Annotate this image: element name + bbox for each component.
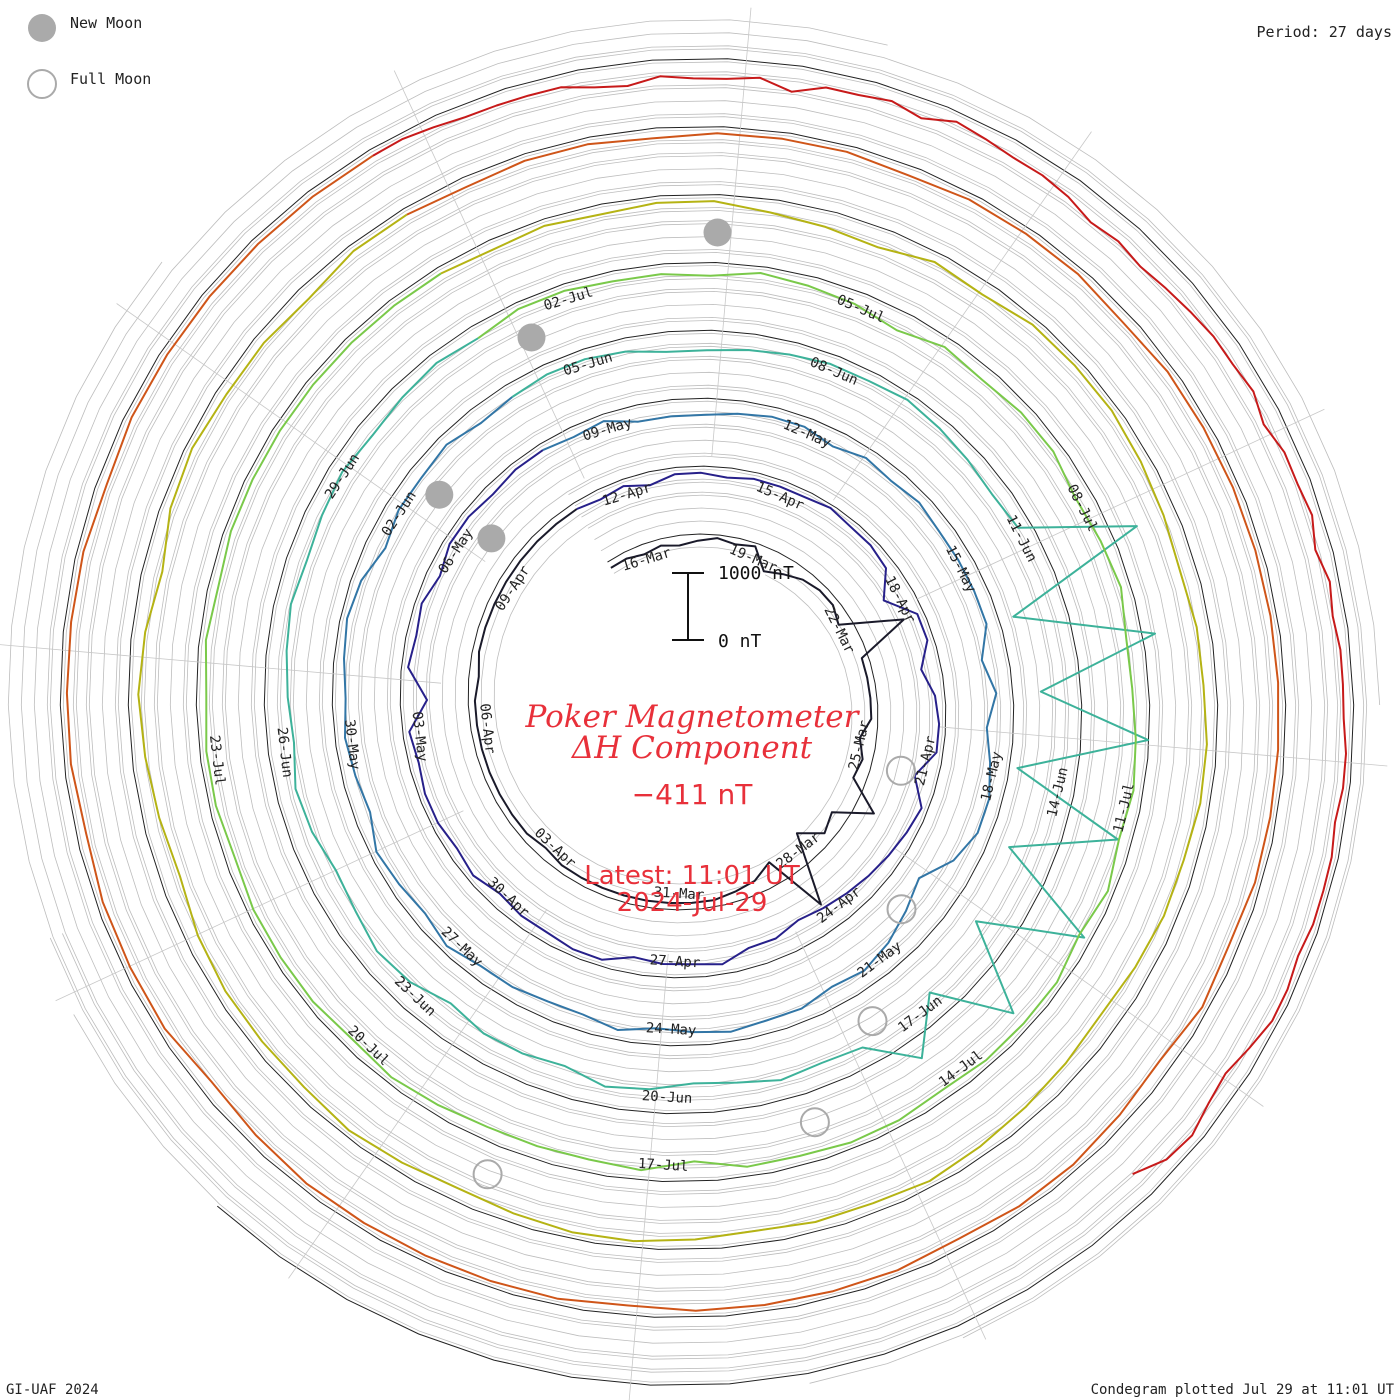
grid-spoke — [916, 408, 1325, 600]
full-moon-marker — [857, 1006, 888, 1037]
grid-layer — [7, 19, 1381, 1386]
series-line-mar — [473, 508, 905, 906]
series-line-may — [285, 337, 1156, 1091]
new-moon-marker — [425, 480, 454, 509]
full-moon-legend-label: Full Moon — [70, 70, 151, 88]
grid-spoke — [55, 810, 464, 1002]
series-line-late-may-jun — [204, 272, 1137, 1172]
scale-bar: 1000 nT 0 nT — [672, 563, 794, 652]
grid-spiral — [46, 45, 1368, 1339]
spoke-layer — [0, 7, 1388, 1400]
footer-right: Condegram plotted Jul 29 at 11:01 UT — [1091, 1382, 1395, 1398]
date-tick-label: 16-Mar — [620, 545, 673, 575]
date-tick-label: 03-May — [409, 711, 431, 763]
series-line-apr — [407, 449, 941, 966]
series-line-jun — [137, 200, 1208, 1243]
scale-top-label: 1000 nT — [718, 563, 794, 584]
date-tick-label: 15-Apr — [754, 479, 807, 514]
grid-spoke — [288, 909, 547, 1279]
date-tick-label: 06-Apr — [476, 703, 498, 755]
new-moon-legend-icon — [28, 14, 56, 42]
series-line-jul — [65, 132, 1280, 1312]
grid-spiral — [49, 71, 1342, 1373]
full-moon-marker — [886, 894, 917, 925]
chart-subtitle: ΔH Component — [571, 730, 813, 766]
date-tick-label: 22-Mar — [820, 604, 857, 656]
full-moon-marker — [472, 1159, 503, 1190]
moon-layer — [425, 218, 917, 1190]
period-label: Period: 27 days — [1257, 23, 1392, 41]
series-line-late-apr-may — [343, 396, 998, 1034]
full-moon-legend-icon — [27, 69, 57, 99]
date-tick-label: 30-May — [341, 718, 363, 770]
chart-title: Poker Magnetometer — [525, 699, 861, 735]
date-tick-label: 23-Jul — [206, 734, 228, 786]
date-tick-label: 18-May — [978, 750, 1005, 803]
date-tick-label: 26-Jun — [274, 726, 296, 778]
date-tick-label: 15-May — [942, 543, 979, 595]
series-line-late-jul — [372, 75, 1347, 1176]
date-tick-label: 31-Mar — [653, 885, 704, 904]
grid-spoke — [795, 931, 987, 1340]
date-tick-label: 27-Apr — [649, 952, 700, 971]
footer-left: GI-UAF 2024 — [6, 1382, 99, 1398]
full-moon-marker — [799, 1107, 830, 1138]
baseline-spiral — [59, 58, 1355, 1386]
grid-spoke — [938, 726, 1388, 767]
legend: New Moon Full Moon — [27, 14, 151, 99]
date-tick-label: 11-Jul — [1111, 781, 1138, 834]
date-tick-label: 08-Jun — [807, 354, 860, 389]
date-tick-label: 11-Jun — [1003, 513, 1040, 565]
grid-spoke — [894, 848, 1264, 1107]
grid-spoke — [393, 70, 585, 479]
date-tick-label: 17-Jul — [637, 1156, 688, 1175]
full-moon-marker — [885, 755, 916, 786]
new-moon-marker — [703, 218, 732, 247]
scale-bottom-label: 0 nT — [718, 631, 762, 652]
series-layer — [65, 75, 1347, 1312]
new-moon-legend-label: New Moon — [70, 14, 142, 32]
grid-spoke — [116, 303, 486, 562]
grid-spiral — [49, 48, 1365, 1384]
center-title: Poker Magnetometer ΔH Component −411 nT … — [525, 699, 861, 918]
date-tick-label: 18-Apr — [881, 574, 918, 626]
grid-spoke — [833, 131, 1092, 501]
grid-spiral — [62, 84, 1329, 1360]
new-moon-marker — [517, 323, 546, 352]
date-tick-label: 12-May — [781, 417, 834, 452]
grid-spiral — [62, 61, 1352, 1383]
date-tick-label: 20-Jun — [641, 1088, 692, 1107]
date-tick-label: 14-Jun — [1044, 766, 1071, 819]
latest-date: 2024-Jul-29 — [617, 888, 768, 918]
grid-spoke — [0, 644, 442, 684]
current-value: −411 nT — [632, 778, 754, 811]
grid-spiral — [20, 19, 1326, 1357]
grid-spiral — [7, 74, 1339, 1370]
latest-time: Latest: 11:01 UT — [584, 861, 800, 891]
new-moon-marker — [477, 524, 506, 553]
date-tick-label: 21-Apr — [912, 734, 939, 787]
grid-spiral — [33, 32, 1381, 1344]
date-tick-label: 05-Jul — [834, 292, 887, 327]
date-tick-label: 24-May — [645, 1020, 696, 1039]
